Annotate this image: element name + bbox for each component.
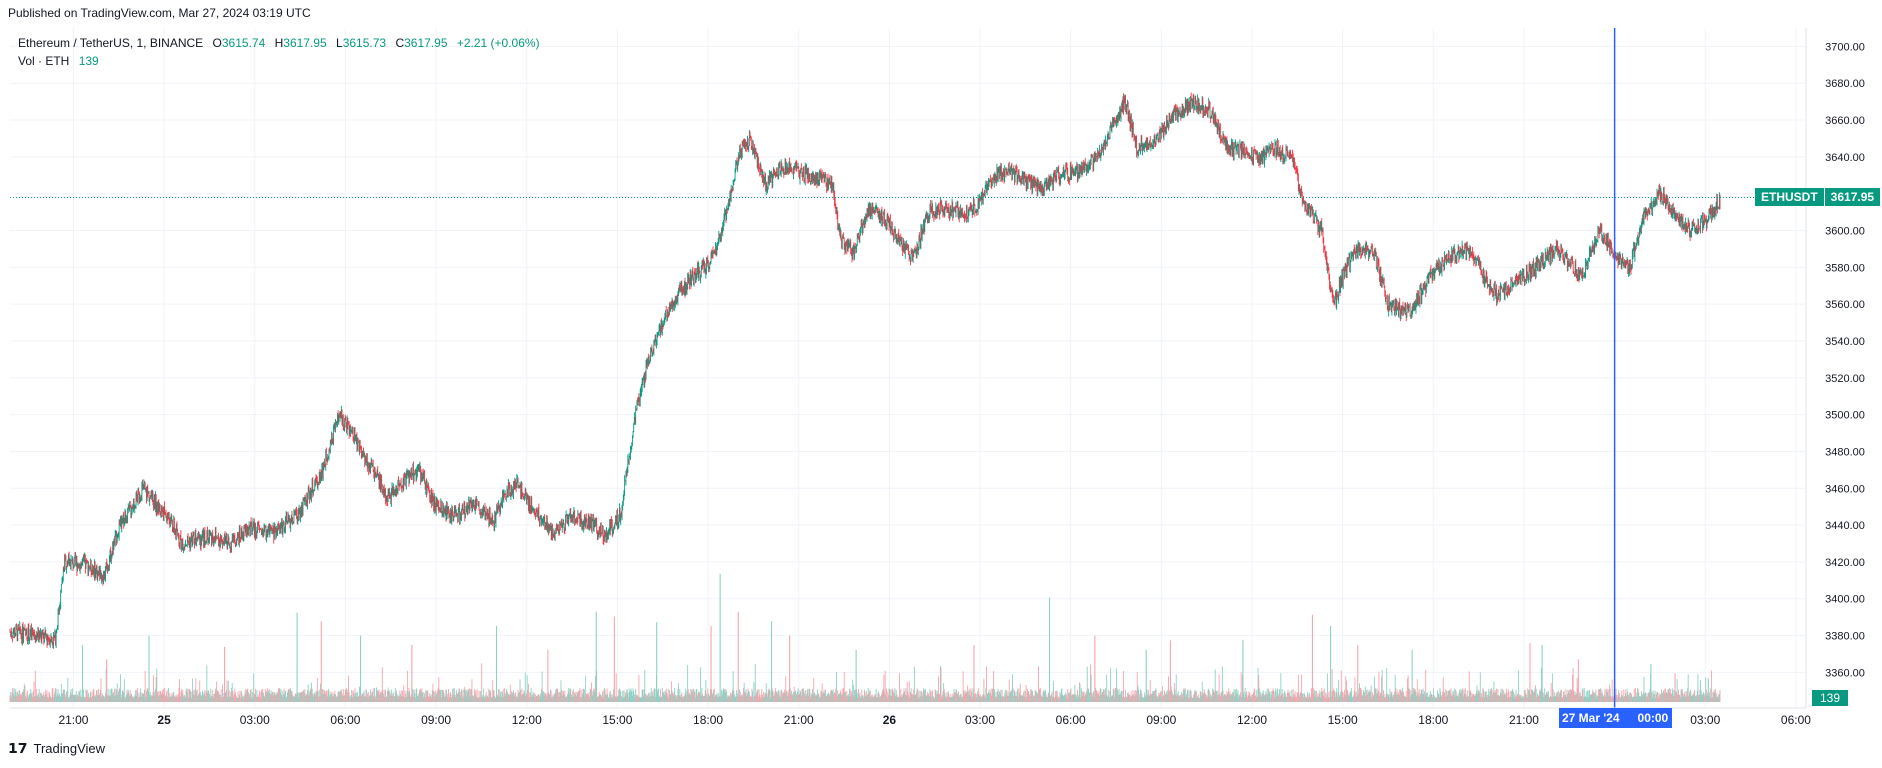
candles	[9, 92, 1721, 649]
published-header: Published on TradingView.com, Mar 27, 20…	[8, 6, 311, 20]
volume-bars	[9, 573, 1721, 702]
chart-grid	[10, 28, 1805, 708]
